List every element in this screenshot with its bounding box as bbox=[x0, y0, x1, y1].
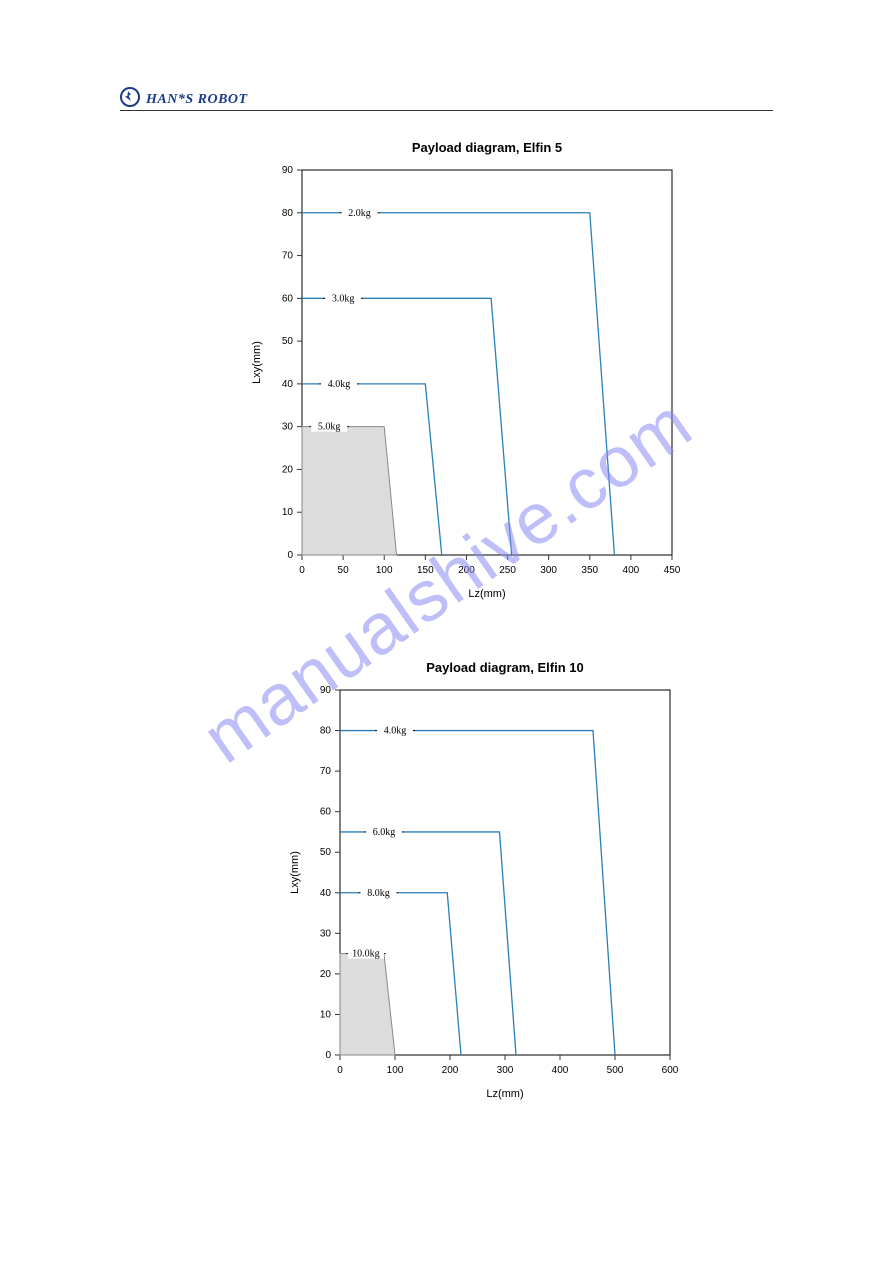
svg-text:90: 90 bbox=[320, 685, 332, 696]
svg-text:4.0kg: 4.0kg bbox=[384, 726, 407, 737]
svg-text:600: 600 bbox=[662, 1065, 679, 1076]
svg-text:8.0kg: 8.0kg bbox=[367, 888, 390, 899]
svg-text:Payload diagram, Elfin 10: Payload diagram, Elfin 10 bbox=[426, 660, 584, 675]
svg-text:450: 450 bbox=[664, 565, 681, 576]
svg-text:30: 30 bbox=[320, 928, 332, 939]
svg-text:100: 100 bbox=[376, 565, 393, 576]
svg-text:500: 500 bbox=[607, 1065, 624, 1076]
svg-text:200: 200 bbox=[442, 1065, 459, 1076]
svg-text:0: 0 bbox=[287, 550, 293, 561]
svg-text:0: 0 bbox=[337, 1065, 343, 1076]
svg-text:50: 50 bbox=[282, 336, 294, 347]
svg-text:3.0kg: 3.0kg bbox=[332, 293, 355, 304]
svg-text:Lz(mm): Lz(mm) bbox=[468, 588, 505, 600]
svg-text:20: 20 bbox=[320, 969, 332, 980]
svg-text:40: 40 bbox=[282, 379, 294, 390]
svg-text:90: 90 bbox=[282, 165, 294, 176]
svg-text:70: 70 bbox=[320, 766, 332, 777]
chart-elfin5: Payload diagram, Elfin 50501001502002503… bbox=[242, 130, 692, 610]
page-header: HAN*S ROBOT bbox=[120, 84, 773, 111]
svg-text:10: 10 bbox=[320, 1009, 332, 1020]
svg-text:Lxy(mm): Lxy(mm) bbox=[251, 341, 263, 384]
svg-text:350: 350 bbox=[581, 565, 598, 576]
svg-text:150: 150 bbox=[417, 565, 434, 576]
svg-text:70: 70 bbox=[282, 251, 294, 262]
svg-text:20: 20 bbox=[282, 464, 294, 475]
svg-text:Payload diagram, Elfin 5: Payload diagram, Elfin 5 bbox=[412, 140, 562, 155]
svg-text:10: 10 bbox=[282, 507, 294, 518]
svg-text:100: 100 bbox=[387, 1065, 404, 1076]
svg-text:400: 400 bbox=[552, 1065, 569, 1076]
svg-text:4.0kg: 4.0kg bbox=[328, 379, 351, 390]
svg-text:50: 50 bbox=[320, 847, 332, 858]
svg-text:80: 80 bbox=[320, 726, 332, 737]
svg-text:0: 0 bbox=[325, 1050, 331, 1061]
svg-text:40: 40 bbox=[320, 888, 332, 899]
svg-text:50: 50 bbox=[338, 565, 350, 576]
svg-text:0: 0 bbox=[299, 565, 305, 576]
svg-text:30: 30 bbox=[282, 422, 294, 433]
svg-text:80: 80 bbox=[282, 208, 294, 219]
svg-text:60: 60 bbox=[320, 807, 332, 818]
svg-text:60: 60 bbox=[282, 293, 294, 304]
svg-text:6.0kg: 6.0kg bbox=[373, 827, 396, 838]
svg-text:300: 300 bbox=[540, 565, 557, 576]
svg-text:400: 400 bbox=[623, 565, 640, 576]
svg-text:200: 200 bbox=[458, 565, 475, 576]
brand-text: HAN*S ROBOT bbox=[146, 92, 248, 108]
brand-logo-icon bbox=[120, 87, 140, 107]
svg-text:10.0kg: 10.0kg bbox=[352, 949, 380, 960]
chart-elfin10: Payload diagram, Elfin 10010020030040050… bbox=[280, 650, 690, 1110]
svg-text:Lz(mm): Lz(mm) bbox=[486, 1088, 523, 1100]
svg-text:2.0kg: 2.0kg bbox=[348, 208, 371, 219]
svg-text:Lxy(mm): Lxy(mm) bbox=[289, 851, 301, 894]
svg-text:5.0kg: 5.0kg bbox=[318, 422, 341, 433]
svg-text:250: 250 bbox=[499, 565, 516, 576]
svg-text:300: 300 bbox=[497, 1065, 514, 1076]
